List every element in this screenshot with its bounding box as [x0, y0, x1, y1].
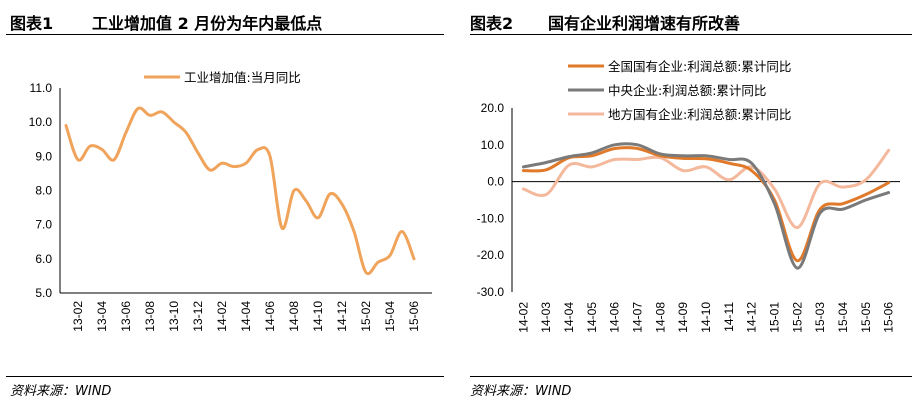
legend-label: 全国国有企业:利润总额:累计同比 [608, 59, 791, 74]
x-tick-label: 15-01 [767, 302, 781, 333]
x-tick-label: 13-12 [191, 301, 205, 332]
y-tick-label: 10.0 [29, 115, 53, 129]
x-tick-label: 14-04 [239, 301, 253, 332]
x-tick-label: 15-04 [383, 301, 397, 332]
x-tick-label: 14-08 [653, 302, 667, 333]
series-line-local-soe [521, 148, 891, 230]
source-note: 资料来源：WIND [470, 384, 572, 399]
x-tick-label: 14-10 [311, 301, 325, 332]
line-chart-industrial: 11.0 10.0 9.0 8.0 7.0 6.0 5.0 13-02 13-04 13-06 13… [29, 70, 432, 332]
y-tick-label: -30.0 [477, 285, 505, 299]
x-tick-label: 14-03 [539, 302, 553, 333]
line-chart-soe-profit: 20.0 10.0 0.0 -10.0 -20.0 -30.0 14-02 14-03 14-0… [477, 59, 900, 333]
x-tick-label: 14-10 [699, 302, 713, 333]
chart-title: 工业增加值 2 月份为年内最低点 [92, 14, 323, 33]
y-tick-label: 9.0 [35, 149, 52, 163]
legend-label: 地方国有企业:利润总额:累计同比 [608, 107, 791, 122]
y-tick-label: -10.0 [477, 211, 505, 225]
series-line-all-soe [521, 146, 891, 263]
x-tick-label: 13-10 [167, 301, 181, 332]
x-tick-label: 14-06 [608, 302, 622, 333]
y-tick-label: 0.0 [487, 175, 504, 189]
title-rule [470, 34, 912, 35]
legend-label: 工业增加值:当月同比 [184, 70, 301, 85]
x-tick-label: 14-09 [676, 302, 690, 333]
chart-title: 国有企业利润增速有所改善 [548, 14, 741, 33]
source-rule [6, 376, 444, 377]
x-tick-label: 14-07 [631, 302, 645, 333]
x-tick-label: 14-11 [722, 302, 736, 332]
figure-number: 图表2 [470, 14, 514, 33]
x-tick-label: 15-04 [836, 302, 850, 333]
y-tick-label: 11.0 [30, 81, 53, 95]
chart-panel-soe-profit: 图表2 国有企业利润增速有所改善 20.0 10.0 0.0 -10.0 -20.0 -3… [464, 0, 918, 411]
series-line-central-soe [521, 142, 891, 270]
source-rule [470, 376, 912, 377]
x-tick-label: 15-05 [859, 302, 873, 333]
x-tick-label: 14-06 [263, 301, 277, 332]
chart-title-bar: 图表1 工业增加值 2 月份为年内最低点 [0, 6, 450, 34]
source-note: 资料来源：WIND [10, 384, 112, 399]
chart-panel-industrial: 图表1 工业增加值 2 月份为年内最低点 11.0 10.0 9.0 8.0 7.0 6.… [0, 0, 450, 411]
x-tick-label: 14-12 [745, 302, 759, 333]
x-tick-label: 15-06 [882, 302, 896, 333]
x-tick-label: 14-08 [287, 301, 301, 332]
x-tick-label: 13-02 [71, 301, 85, 332]
title-rule [6, 34, 444, 35]
y-tick-label: 5.0 [35, 286, 52, 300]
series-line-industrial-value-added [64, 106, 416, 276]
x-tick-label: 14-02 [516, 302, 530, 333]
x-tick-label: 15-02 [359, 301, 373, 332]
y-tick-label: -20.0 [477, 248, 505, 262]
y-tick-label: 8.0 [35, 184, 52, 198]
x-tick-label: 14-05 [585, 302, 599, 333]
x-tick-label: 13-06 [119, 301, 133, 332]
y-tick-label: 6.0 [35, 252, 52, 266]
chart-title-bar: 图表2 国有企业利润增速有所改善 [464, 6, 918, 34]
x-tick-label: 13-04 [95, 301, 109, 332]
x-tick-label: 15-02 [790, 302, 804, 333]
y-tick-label: 20.0 [481, 101, 505, 115]
y-tick-label: 10.0 [481, 138, 505, 152]
x-tick-label: 13-08 [143, 301, 157, 332]
x-tick-label: 15-06 [407, 301, 421, 332]
x-tick-label: 14-04 [562, 302, 576, 333]
x-tick-label: 15-03 [813, 302, 827, 333]
x-tick-label: 14-02 [215, 301, 229, 332]
x-tick-label: 14-12 [335, 301, 349, 332]
legend-label: 中央企业:利润总额:累计同比 [608, 83, 766, 98]
y-tick-label: 7.0 [35, 218, 52, 232]
figure-number: 图表1 [10, 14, 54, 33]
